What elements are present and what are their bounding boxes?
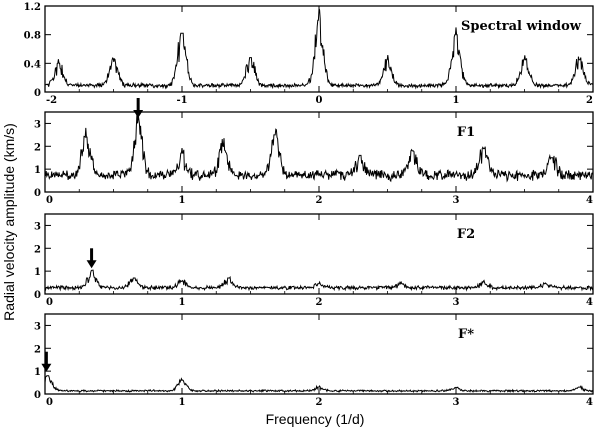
y-tick-label: 0: [34, 290, 41, 301]
y-tick-label: 1: [34, 367, 41, 378]
x-tick-label: 1: [179, 397, 186, 408]
x-tick-label: 4: [586, 397, 593, 408]
y-tick-label: 1: [34, 267, 41, 278]
panels: -2 -1 0 1 2 0 0.4 0.8 1.2 Spectral window 0 1 2 3 4 0 1 2…: [24, 2, 594, 408]
panel-4: 0 1 2 3 4 0 1 2 3 F*: [34, 313, 594, 408]
panel-frame: [44, 313, 594, 395]
x-tick-label: 2: [316, 297, 323, 308]
spectrum-line: [44, 375, 594, 394]
x-tick-label: 1: [453, 95, 460, 106]
x-tick-label: 0: [46, 195, 53, 206]
panel-title: F2: [457, 227, 475, 242]
y-axis-label-group: Radial velocity amplitude (km/s): [1, 123, 17, 321]
arrow-head: [41, 363, 52, 372]
x-tick-label: 0: [316, 95, 323, 106]
arrow-head: [86, 260, 97, 269]
y-tick-label: 3: [34, 119, 41, 130]
x-tick-label: -1: [176, 95, 187, 106]
panel-3: 0 1 2 3 4 0 1 2 3 F2: [34, 213, 594, 308]
y-tick-label: 3: [34, 321, 41, 332]
panel-title: Spectral window: [461, 19, 582, 34]
y-tick-label: 0.8: [24, 31, 41, 42]
y-tick-label: 0.4: [24, 59, 41, 70]
panel-1: -2 -1 0 1 2 0 0.4 0.8 1.2 Spectral window: [24, 2, 594, 106]
y-axis-label: Radial velocity amplitude (km/s): [1, 123, 17, 321]
peak-arrow: [86, 248, 97, 269]
y-tick-label: 1.2: [24, 2, 41, 13]
y-tick-label: 2: [34, 244, 41, 255]
x-tick-label: 1: [179, 195, 186, 206]
x-tick-label: 0: [46, 297, 53, 308]
spectrum-line: [44, 269, 594, 292]
spectrum-line: [44, 114, 594, 183]
x-tick-label: 3: [453, 195, 460, 206]
panel-frame: [44, 213, 594, 295]
y-tick-label: 0: [34, 88, 41, 99]
y-tick-label: 3: [34, 221, 41, 232]
panel-frame: [44, 111, 594, 193]
x-tick-label: 3: [453, 297, 460, 308]
peak-arrow: [41, 351, 52, 372]
y-tick-label: 2: [34, 142, 41, 153]
x-tick-label: -2: [46, 95, 57, 106]
panel-title: F*: [458, 327, 474, 342]
x-axis-label: Frequency (1/d): [266, 411, 365, 427]
x-tick-label: 2: [316, 195, 323, 206]
x-tick-label: 0: [46, 397, 53, 408]
panel-title: F1: [457, 125, 475, 140]
x-tick-label: 3: [453, 397, 460, 408]
y-tick-label: 2: [34, 344, 41, 355]
x-tick-label: 4: [586, 297, 593, 308]
peak-arrow: [133, 98, 144, 118]
y-tick-label: 0: [34, 390, 41, 401]
x-tick-label: 4: [586, 195, 593, 206]
x-tick-label: 2: [586, 95, 593, 106]
arrow-head: [133, 110, 144, 118]
x-tick-label: 2: [316, 397, 323, 408]
y-tick-label: 1: [34, 165, 41, 176]
panel-2: 0 1 2 3 4 0 1 2 3 F1: [34, 98, 594, 206]
y-tick-label: 0: [34, 188, 41, 199]
x-tick-label: 1: [179, 297, 186, 308]
